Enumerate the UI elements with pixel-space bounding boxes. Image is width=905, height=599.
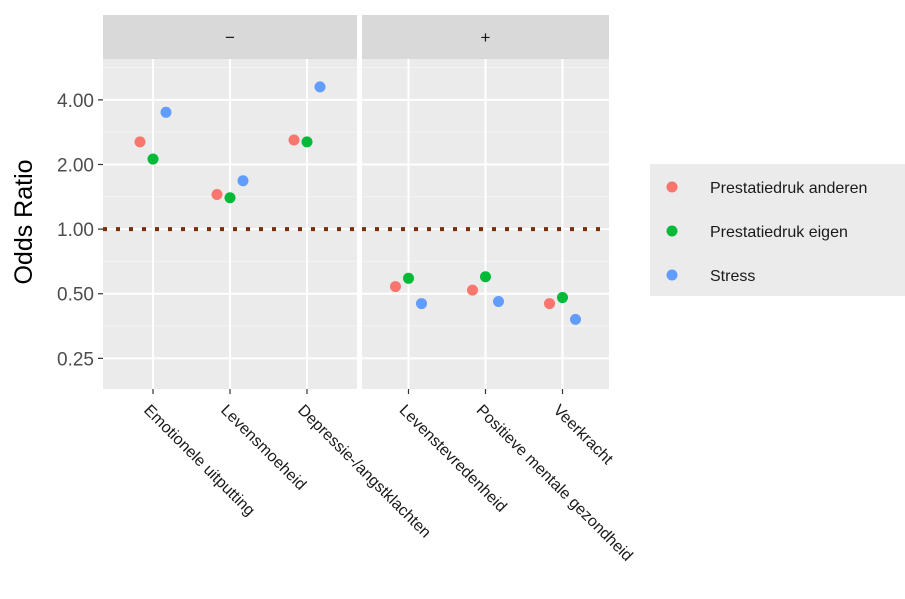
data-point <box>493 296 504 308</box>
legend-background <box>650 164 905 296</box>
data-point <box>211 188 223 200</box>
facet-panels: −Emotionele uitputtingLevensmoeheidDepre… <box>103 15 636 565</box>
x-tick-label: Positieve mentale gezondheid <box>473 402 636 565</box>
y-tick-label: 0.25 <box>57 349 94 370</box>
y-tick-label: 0.50 <box>57 285 94 306</box>
data-point <box>301 136 313 148</box>
data-point <box>237 175 249 187</box>
data-point <box>390 281 401 293</box>
data-point <box>467 284 478 296</box>
data-point <box>570 313 581 325</box>
legend-key <box>666 269 678 281</box>
legend-key <box>666 225 678 237</box>
facet-strip <box>103 15 357 59</box>
facet-strip <box>362 15 609 59</box>
y-axis: 0.25 0.50 1.00 2.00 4.00 <box>57 91 103 370</box>
y-axis-title: Odds Ratio <box>10 159 38 284</box>
y-tick-label: 2.00 <box>57 155 94 176</box>
data-point <box>314 81 326 93</box>
legend: Prestatiedruk anderen Prestatiedruk eigen… <box>650 164 905 296</box>
data-point <box>147 153 159 165</box>
data-point <box>544 298 555 310</box>
facet-strip-label: − <box>225 28 235 47</box>
data-point <box>416 298 427 310</box>
data-point <box>160 106 172 118</box>
data-point <box>557 292 568 304</box>
data-point <box>480 271 491 283</box>
data-point <box>224 192 236 204</box>
facet-strip-label: + <box>481 28 491 47</box>
legend-label: Stress <box>710 268 755 285</box>
x-tick-label: Veerkracht <box>550 402 616 468</box>
data-point <box>134 136 146 148</box>
y-tick-label: 4.00 <box>57 91 94 112</box>
legend-label: Prestatiedruk anderen <box>710 180 867 197</box>
data-point <box>403 272 414 284</box>
legend-key <box>666 181 678 193</box>
y-tick-label: 1.00 <box>57 220 94 241</box>
legend-label: Prestatiedruk eigen <box>710 224 848 241</box>
data-point <box>288 134 300 146</box>
